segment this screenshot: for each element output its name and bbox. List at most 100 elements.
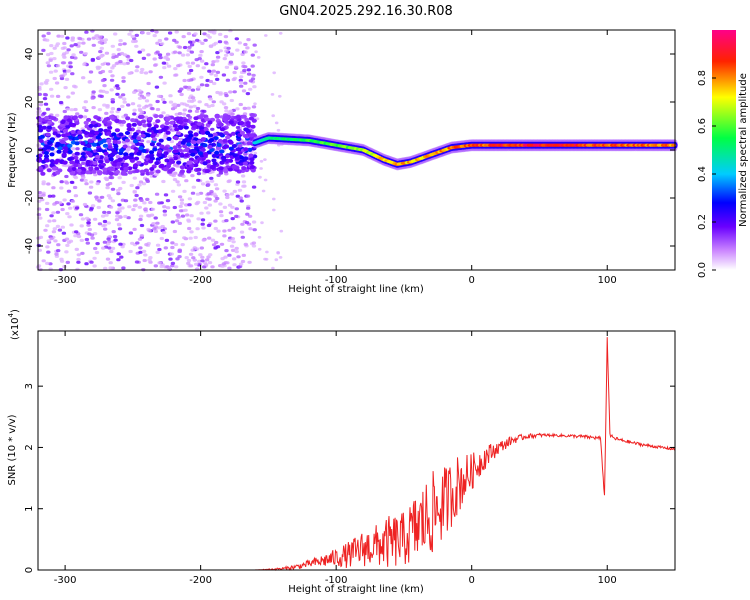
heat-cell	[95, 154, 101, 159]
heat-cell	[65, 69, 71, 73]
heat-cell	[234, 250, 239, 254]
heat-cell	[263, 158, 267, 162]
heat-cell	[73, 234, 78, 238]
heat-cell	[168, 100, 174, 104]
heat-cell	[144, 178, 150, 182]
heat-cell	[185, 61, 190, 65]
heat-cell	[195, 64, 200, 68]
heat-cell	[142, 123, 148, 128]
heat-cell	[157, 38, 163, 43]
heat-cell	[64, 132, 70, 137]
heat-cell	[196, 139, 202, 144]
heat-cell	[182, 78, 187, 83]
heat-cell	[133, 198, 138, 202]
heat-cell	[82, 62, 87, 66]
heat-cell	[92, 264, 97, 268]
heat-cell	[134, 69, 139, 73]
heat-cell	[203, 127, 209, 132]
heat-cell	[136, 136, 142, 141]
heat-cell	[62, 265, 67, 269]
heat-cell	[76, 234, 82, 239]
heat-cell	[221, 157, 227, 162]
heat-cell	[73, 43, 78, 47]
heat-cell	[230, 248, 236, 252]
heat-cell	[60, 120, 66, 124]
heat-cell	[199, 75, 204, 79]
heat-cell	[99, 54, 104, 59]
heat-cell	[94, 195, 99, 199]
heat-cell	[108, 261, 113, 265]
heat-cell	[64, 237, 70, 241]
heat-cell	[141, 148, 147, 153]
heat-cell	[195, 227, 200, 231]
heat-cell	[218, 32, 223, 37]
heat-cell	[212, 81, 217, 86]
heat-cell	[215, 77, 220, 81]
heat-cell	[137, 122, 143, 126]
heat-cell	[70, 38, 75, 42]
heat-cell	[70, 130, 76, 134]
heat-cell	[152, 57, 157, 61]
heat-cell	[134, 193, 139, 198]
heat-cell	[71, 147, 76, 151]
heat-cell	[37, 191, 43, 195]
heat-cell	[242, 106, 247, 110]
heat-cell	[110, 98, 115, 102]
heat-cell	[162, 66, 167, 70]
heat-cell	[69, 55, 75, 60]
heat-cell	[249, 113, 255, 117]
heat-cell	[155, 250, 160, 254]
heat-cell	[191, 98, 196, 102]
heat-cell	[143, 161, 149, 166]
heat-cell	[139, 198, 144, 202]
heat-cell	[170, 220, 175, 224]
heat-cell	[186, 258, 192, 263]
heat-cell	[210, 63, 215, 67]
heat-cell	[90, 120, 96, 125]
heat-cell	[41, 48, 46, 53]
heat-cell	[45, 132, 51, 137]
heat-cell	[132, 90, 137, 94]
heat-cell	[168, 257, 173, 261]
heat-cell	[173, 50, 178, 54]
heat-cell	[227, 253, 232, 257]
heat-cell	[92, 217, 98, 221]
heat-cell	[75, 147, 80, 151]
heat-cell	[94, 166, 100, 171]
heat-cell	[224, 65, 230, 69]
heat-cell	[241, 89, 247, 93]
heat-cell	[132, 227, 137, 231]
heat-cell	[115, 188, 121, 193]
heat-cell	[233, 65, 239, 69]
heat-cell	[198, 53, 203, 58]
heat-cell	[200, 182, 206, 186]
heat-cell	[182, 236, 187, 240]
heat-cell	[62, 160, 68, 165]
heat-cell	[52, 128, 58, 133]
heat-cell	[231, 240, 236, 244]
heat-cell	[109, 110, 115, 114]
heat-cell	[182, 108, 187, 112]
x-tick-label: 100	[598, 275, 617, 286]
heat-cell	[101, 89, 106, 93]
heat-cell	[86, 143, 92, 148]
heat-cell	[59, 74, 64, 78]
heat-cell	[100, 69, 106, 74]
heat-cell	[271, 114, 276, 118]
heat-cell	[218, 202, 223, 206]
heat-cell	[190, 191, 196, 195]
heat-cell	[110, 107, 116, 111]
heat-cell	[143, 71, 149, 75]
heat-cell	[41, 147, 48, 152]
heat-cell	[51, 194, 56, 198]
heat-cell	[193, 163, 199, 168]
heat-cell	[205, 83, 210, 87]
heat-cell	[91, 106, 96, 110]
heat-cell	[133, 203, 139, 207]
snr-y-multiplier-exp: 4	[7, 312, 15, 317]
heat-cell	[163, 151, 169, 156]
heat-cell	[191, 185, 196, 189]
heat-cell	[107, 125, 113, 130]
heat-cell	[102, 240, 108, 244]
heat-cell	[105, 257, 111, 261]
